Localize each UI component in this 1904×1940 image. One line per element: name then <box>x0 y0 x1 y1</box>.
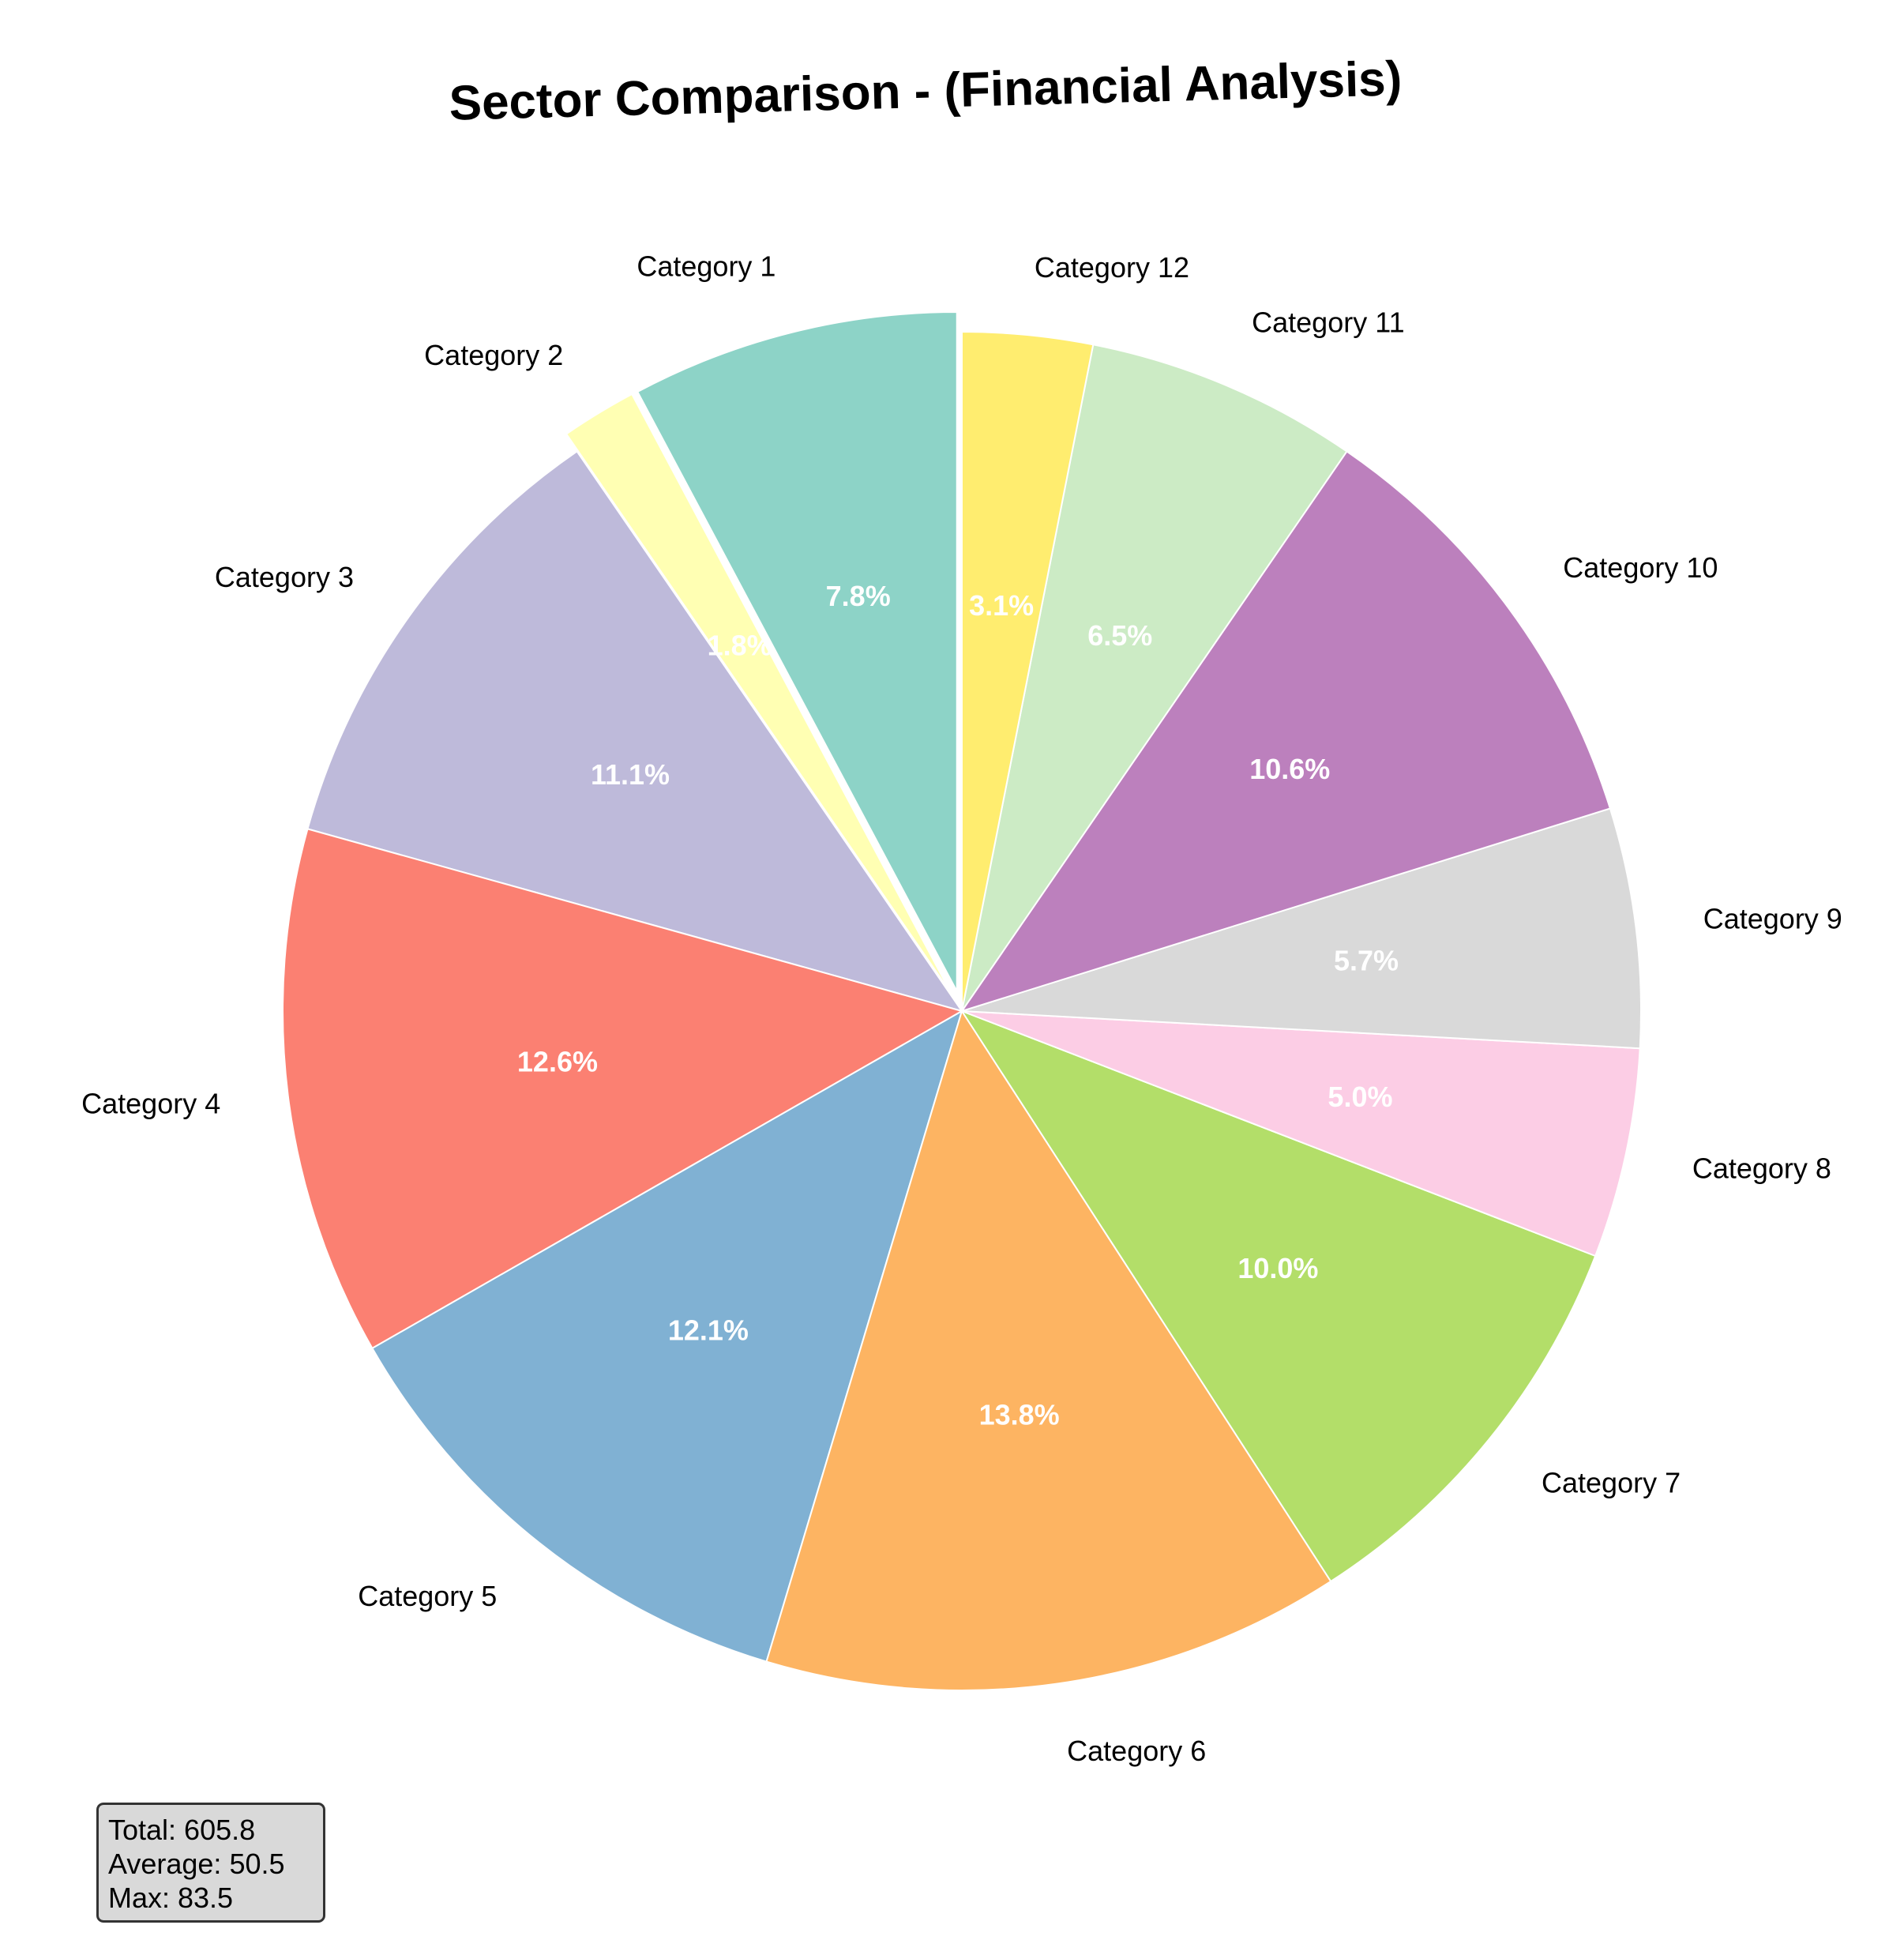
slice-category-9 <box>961 807 1642 1050</box>
percent-label-category-5: 12.1% <box>668 1314 749 1346</box>
slice-category-11 <box>961 344 1348 1012</box>
stats-average: Average: 50.5 <box>108 1848 285 1880</box>
percent-label-category-10: 10.6% <box>1249 753 1330 785</box>
category-label-category-10: Category 10 <box>1563 551 1718 584</box>
category-label-category-12: Category 12 <box>1035 251 1189 284</box>
percent-label-category-2: 1.8% <box>708 629 772 661</box>
percent-label-category-8: 5.0% <box>1328 1081 1392 1113</box>
category-label-category-2: Category 2 <box>424 339 563 371</box>
category-labels: Category 1 Category 2 Category 3 Category 4… <box>81 250 1842 1767</box>
category-label-category-7: Category 7 <box>1542 1466 1681 1498</box>
chart-title: Sector Comparison - (Financial Analysis) <box>449 51 1403 131</box>
percent-label-category-12: 3.1% <box>969 589 1034 622</box>
slice-category-8 <box>961 1010 1641 1258</box>
percent-label-category-7: 10.0% <box>1237 1252 1318 1284</box>
percent-label-category-1: 7.8% <box>826 580 891 612</box>
percent-label-category-11: 6.5% <box>1087 619 1152 652</box>
stats-box: Total: 605.8 Average: 50.5 Max: 83.5 <box>96 1803 325 1923</box>
stats-total: Total: 605.8 <box>108 1814 256 1846</box>
slice-category-10 <box>960 450 1612 1013</box>
category-label-category-11: Category 11 <box>1252 306 1404 339</box>
category-label-category-6: Category 6 <box>1067 1735 1206 1767</box>
category-label-category-8: Category 8 <box>1692 1152 1831 1184</box>
category-label-category-4: Category 4 <box>81 1087 220 1119</box>
category-label-category-9: Category 9 <box>1703 903 1842 935</box>
percent-label-category-3: 11.1% <box>591 758 670 791</box>
slice-category-3 <box>306 450 964 1013</box>
stats-max: Max: 83.5 <box>108 1882 234 1914</box>
slice-category-5 <box>371 1009 963 1663</box>
slice-category-2 <box>565 393 952 994</box>
percent-label-category-6: 13.8% <box>979 1398 1060 1431</box>
percent-labels: 7.8% 1.8% 11.1% 12.6% 12.1% 13.8% 10.0% 5.0% 5.7… <box>517 580 1399 1431</box>
slice-category-12 <box>961 330 1095 1012</box>
pie-slices <box>282 310 1642 1691</box>
percent-label-category-4: 12.6% <box>517 1045 598 1077</box>
category-label-category-5: Category 5 <box>358 1580 497 1612</box>
slice-category-7 <box>960 1009 1597 1583</box>
slice-category-4 <box>282 828 964 1350</box>
category-label-category-1: Category 1 <box>637 250 775 283</box>
percent-label-category-9: 5.7% <box>1334 945 1399 977</box>
slice-category-6 <box>765 1009 1332 1691</box>
slice-category-1 <box>636 310 958 992</box>
category-label-category-3: Category 3 <box>215 561 354 593</box>
